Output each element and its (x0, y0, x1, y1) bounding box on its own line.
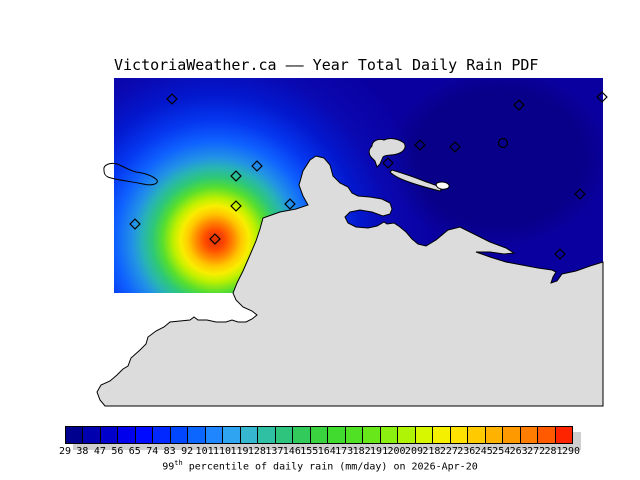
colorbar-tick-label: 200 (387, 446, 406, 457)
colorbar-tick-label: 182 (352, 446, 371, 457)
colorbar-tick-label: 227 (439, 446, 458, 457)
colorbar-segment (293, 427, 311, 443)
colorbar-segment (66, 427, 84, 443)
station-diamond-marker (166, 93, 178, 105)
colorbar-segment (170, 427, 189, 443)
colorbar-segment (100, 427, 119, 443)
spit-shape (389, 169, 443, 192)
colorbar-segment (188, 427, 206, 443)
colorbar-tick-label: 263 (509, 446, 528, 457)
colorbar-segment (223, 427, 241, 443)
station-diamond-marker (554, 248, 566, 260)
colorbar-segment (415, 427, 434, 443)
colorbar-tick-label: 191 (370, 446, 389, 457)
colorbar-segment (520, 427, 539, 443)
station-diamond-marker (129, 218, 141, 230)
small-ring-outline (497, 137, 509, 149)
colorbar-tick-label: 128 (247, 446, 266, 457)
colorbar-segment (135, 427, 154, 443)
colorbar-segment (153, 427, 171, 443)
station-markers (129, 91, 608, 260)
colorbar-segment (433, 427, 451, 443)
colorbar-tick-label: 92 (181, 446, 194, 457)
colorbar-segment (328, 427, 346, 443)
station-diamond-marker (414, 139, 426, 151)
colorbar-tick-label: 236 (457, 446, 476, 457)
station-diamond-marker (596, 91, 608, 103)
caption-text: percentile of daily rain (mm/day) on 202… (182, 461, 478, 473)
station-diamond-marker (284, 198, 296, 210)
outlined-islet-shape (103, 162, 158, 186)
colorbar-tick-label: 209 (404, 446, 423, 457)
colorbar-segment (555, 427, 573, 443)
station-diamond-marker (230, 170, 242, 182)
colorbar-tick-label: 146 (282, 446, 301, 457)
colorbar-tick-label: 173 (335, 446, 354, 457)
station-diamond-marker (209, 233, 221, 245)
colorbar-segment (485, 427, 504, 443)
colorbar (65, 426, 573, 444)
colorbar-tick-label: 101 (195, 446, 214, 457)
colorbar-tick-label: 110 (213, 446, 232, 457)
colorbar-segment (538, 427, 556, 443)
colorbar-tick-label: 164 (317, 446, 336, 457)
colorbar-segment (380, 427, 399, 443)
colorbar-tick-label: 272 (527, 446, 546, 457)
caption-percentile: 99 (162, 461, 175, 473)
colorbar-tick-label: 47 (93, 446, 106, 457)
colorbar-tick-label: 137 (265, 446, 284, 457)
colorbar-segment (503, 427, 521, 443)
colorbar-tick-label: 245 (474, 446, 493, 457)
colorbar-tick-label: 56 (111, 446, 124, 457)
station-diamond-marker (230, 200, 242, 212)
colorbar-segment (363, 427, 381, 443)
colorbar-segment (450, 427, 469, 443)
colorbar-segment (275, 427, 294, 443)
colorbar-tick-label: 38 (76, 446, 89, 457)
caption-superscript: th (174, 459, 183, 467)
colorbar-tick-label: 155 (300, 446, 319, 457)
station-diamond-marker (574, 188, 586, 200)
colorbar-segment (398, 427, 416, 443)
colorbar-segment (310, 427, 329, 443)
colorbar-tick-label: 254 (492, 446, 511, 457)
station-diamond-marker (382, 157, 394, 169)
colorbar-segment (83, 427, 101, 443)
colorbar-tick-label: 290 (561, 446, 581, 457)
colorbar-segment (258, 427, 276, 443)
colorbar-tick-label: 65 (128, 446, 141, 457)
colorbar-segment (205, 427, 224, 443)
colorbar-segment (240, 427, 259, 443)
mainland-shape (96, 155, 604, 407)
colorbar-tick-label: 281 (544, 446, 563, 457)
plot-title: VictoriaWeather.ca —— Year Total Daily R… (114, 56, 539, 74)
colorbar-tick-label: 83 (163, 446, 176, 457)
colorbar-caption: 99th percentile of daily rain (mm/day) o… (0, 459, 640, 472)
colorbar-segment (118, 427, 136, 443)
white-islet-shape (435, 181, 450, 190)
colorbar-tick-label: 119 (230, 446, 249, 457)
station-diamond-marker (251, 160, 263, 172)
colorbar-tick-labels: 29 38 47 56 65 74 83 92 101 110 119 128 137 146 155 164… (59, 446, 580, 458)
colorbar-tick-label: 29 (58, 446, 72, 457)
colorbar-tick-label: 74 (146, 446, 159, 457)
station-diamond-marker (449, 141, 461, 153)
colorbar-segment (468, 427, 486, 443)
colorbar-tick-label: 218 (422, 446, 441, 457)
north-island-shape (368, 138, 406, 168)
station-diamond-marker (513, 99, 525, 111)
colorbar-segment (345, 427, 364, 443)
